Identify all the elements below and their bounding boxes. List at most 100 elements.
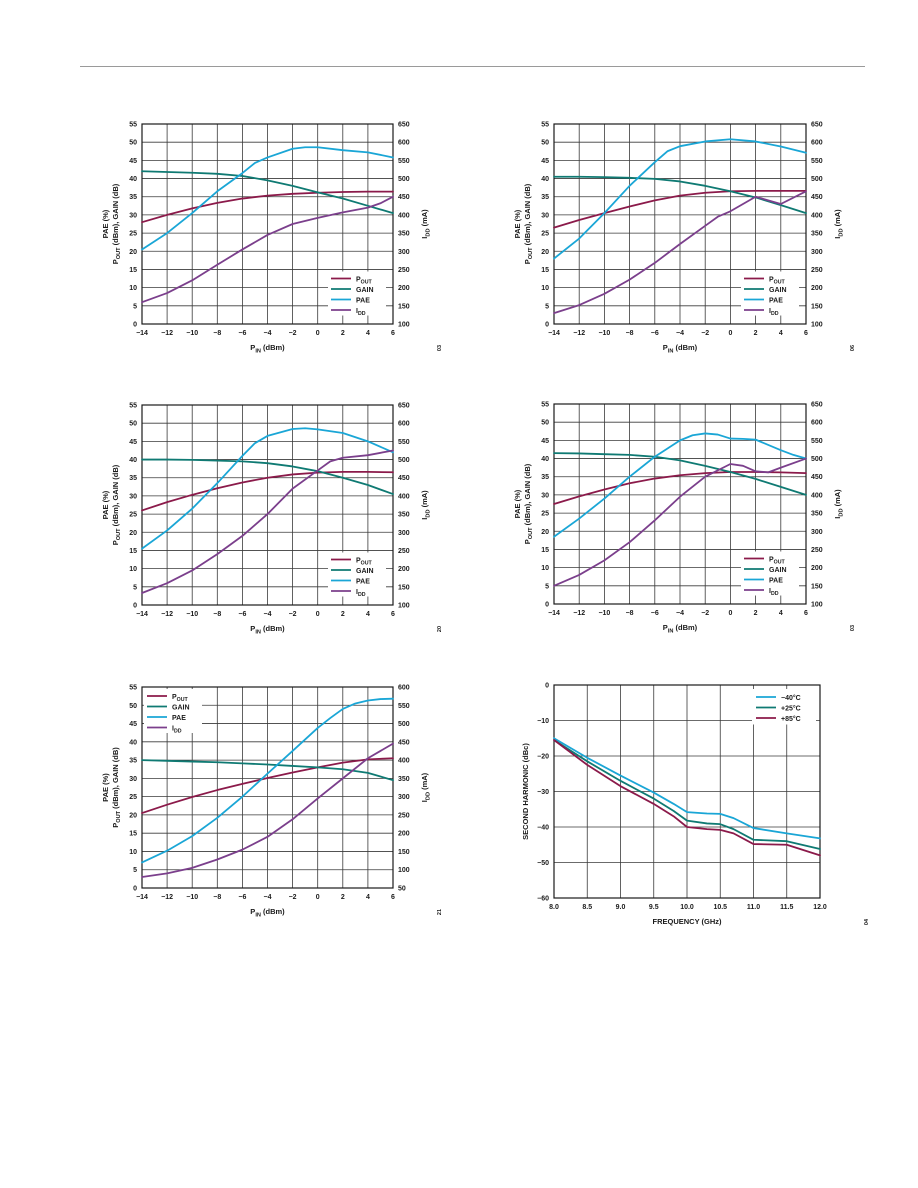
y-tick-label-left: 30 — [541, 212, 549, 219]
chart-svg: −14 −12 −10 −8 −6 −4 −2 0 2 4 6 0 5 10 15 20 25 30 35 40 45 5… — [513, 402, 856, 635]
legend-label: PAE — [172, 715, 186, 722]
x-axis-label: PIN (dBm) — [663, 343, 698, 354]
chart-5: −14 −12 −10 −8 −6 −4 −2 0 2 4 6 0 5 10 15 20 25 30 35 40 45 5… — [82, 677, 443, 928]
y-tick-label-right: 150 — [811, 303, 823, 310]
y-tick-label-left: 35 — [129, 758, 137, 765]
x-tick-label: 11.5 — [780, 904, 793, 911]
x-tick-label: −8 — [213, 330, 221, 337]
legend-label: IDD — [356, 308, 366, 317]
y-tick-label-left: 25 — [541, 511, 549, 518]
y-tick-label-left: 40 — [541, 176, 549, 183]
legend-label: GAIN — [356, 568, 374, 575]
x-tick-label: −6 — [238, 330, 246, 337]
x-tick-label: 2 — [754, 330, 758, 337]
legend-label: IDD — [769, 588, 779, 597]
x-tick-label: 0 — [728, 610, 732, 617]
series-line-40c — [553, 737, 821, 840]
chart-svg: −14 −12 −10 −8 −6 −4 −2 0 2 4 6 0 5 10 15 20 25 30 35 40 45 5… — [101, 403, 443, 636]
y-tick-label-right: 250 — [811, 547, 823, 554]
y-tick-label-left: 55 — [541, 122, 549, 129]
y-tick-label-left: 5 — [545, 583, 549, 590]
y-tick-label-right: 400 — [398, 212, 410, 219]
y-tick-label-left: 20 — [129, 530, 137, 537]
y-tick-label-right: 150 — [398, 849, 410, 856]
y-axis-label-left: PAE (%)POUT (dBm), GAIN (dB) — [513, 463, 534, 544]
y-axis-label-right: IDD (mA) — [833, 489, 844, 519]
y-tick-label-right: 150 — [811, 583, 823, 590]
x-axis-label: PIN (dBm) — [250, 343, 285, 354]
y-tick-label-left: 30 — [129, 212, 137, 219]
series-line-pae — [141, 427, 394, 550]
x-tick-label: −10 — [186, 330, 198, 337]
x-tick-label: −2 — [701, 330, 709, 337]
y-tick-label-left: −50 — [537, 860, 549, 867]
legend-label: PAE — [356, 578, 370, 585]
series-line-gain — [553, 452, 807, 496]
x-tick-label: −8 — [213, 894, 221, 901]
y-tick-label-right: 400 — [398, 758, 410, 765]
y-tick-label-left: 5 — [133, 867, 137, 874]
chart-1: −14 −12 −10 −8 −6 −4 −2 0 2 4 6 0 5 10 15 20 25 30 35 40 45 5… — [82, 114, 443, 364]
x-tick-label: −2 — [701, 610, 709, 617]
y-axis-label-right: IDD (mA) — [833, 209, 844, 239]
y-axis-label-right: IDD (mA) — [420, 772, 431, 802]
series-line-pae — [141, 146, 394, 251]
x-tick-label: −4 — [264, 894, 272, 901]
x-tick-label: 4 — [366, 330, 370, 337]
y-tick-label-right: 450 — [398, 739, 410, 746]
y-tick-label-left: 25 — [129, 231, 137, 238]
x-axis-label: PIN (dBm) — [250, 624, 285, 635]
y-tick-label-right: 350 — [811, 511, 823, 518]
y-tick-label-right: 600 — [398, 685, 410, 692]
x-tick-label: 12.0 — [813, 904, 827, 911]
y-tick-label-right: 500 — [398, 457, 410, 464]
y-tick-label-right: 150 — [398, 303, 410, 310]
legend-label: IDD — [172, 725, 182, 734]
x-tick-label: −12 — [573, 610, 585, 617]
y-axis-label-right: IDD (mA) — [420, 209, 431, 239]
chart-3: −14 −12 −10 −8 −6 −4 −2 0 2 4 6 0 5 10 15 20 25 30 35 40 45 5… — [82, 395, 443, 645]
y-tick-label-right: 600 — [811, 420, 823, 427]
x-tick-label: 4 — [779, 610, 783, 617]
y-tick-label-right: 200 — [398, 566, 410, 573]
x-tick-label: 6 — [804, 330, 808, 337]
y-tick-label-left: 40 — [129, 739, 137, 746]
x-tick-label: 8.0 — [549, 904, 559, 911]
legend-label: GAIN — [172, 704, 190, 711]
x-tick-label: −12 — [161, 894, 173, 901]
y-tick-label-left: 0 — [133, 322, 137, 329]
y-tick-label-left: 0 — [545, 322, 549, 329]
x-tick-label: 6 — [804, 610, 808, 617]
legend: POUT GAIN PAE IDD — [741, 271, 799, 317]
y-tick-label-right: 550 — [811, 438, 823, 445]
series-line-idd — [141, 195, 394, 304]
figure-code: 03 — [850, 625, 856, 631]
legend-label: POUT — [172, 694, 189, 703]
y-tick-label-left: 15 — [129, 267, 137, 274]
x-tick-label: −8 — [626, 330, 634, 337]
legend-label: +25°C — [781, 704, 801, 712]
y-tick-label-left: 10 — [541, 285, 549, 292]
x-tick-label: −14 — [548, 330, 560, 337]
y-tick-label-left: 55 — [129, 403, 137, 410]
y-tick-label-right: 100 — [811, 602, 823, 609]
y-tick-label-left: 25 — [129, 794, 137, 801]
x-tick-label: 2 — [341, 330, 345, 337]
y-tick-label-left: 55 — [541, 402, 549, 409]
plot-frame — [553, 684, 821, 899]
y-tick-label-left: 55 — [129, 122, 137, 129]
y-tick-label-left: 50 — [129, 421, 137, 428]
y-tick-label-left: 30 — [541, 492, 549, 499]
x-tick-label: −6 — [238, 894, 246, 901]
x-tick-label: −14 — [136, 894, 148, 901]
y-tick-label-right: 150 — [398, 584, 410, 591]
y-tick-label-right: 500 — [811, 176, 823, 183]
x-tick-label: 9.0 — [616, 904, 626, 911]
y-tick-label-right: 300 — [398, 249, 410, 256]
x-tick-label: 9.5 — [649, 904, 659, 911]
y-tick-label-right: 350 — [398, 776, 410, 783]
figure-code: 20 — [437, 626, 443, 632]
legend-label: IDD — [356, 589, 366, 598]
legend-label: GAIN — [769, 567, 787, 574]
y-tick-label-left: 10 — [129, 849, 137, 856]
